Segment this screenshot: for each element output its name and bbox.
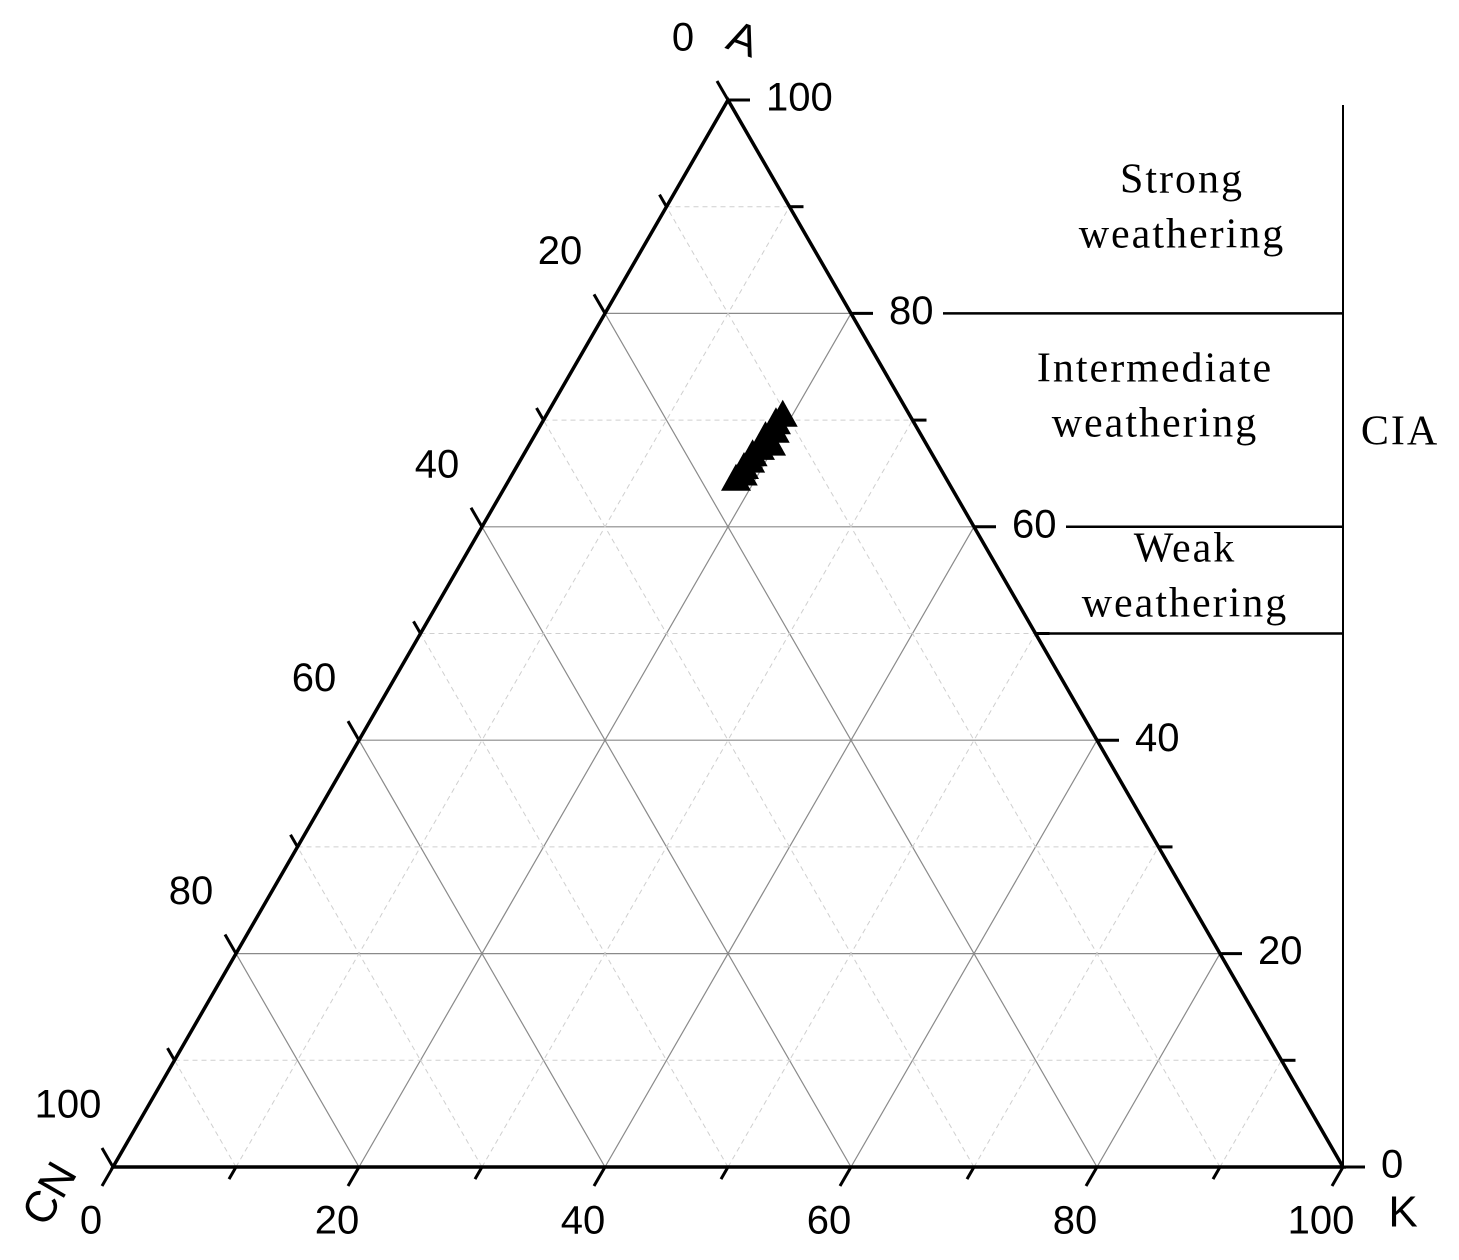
- tick-mark: [592, 1166, 607, 1187]
- k-tick-label: 60: [807, 1199, 852, 1243]
- grid-line: [727, 633, 1036, 1168]
- tick-mark: [658, 193, 668, 208]
- k-tick-label: 100: [1288, 1199, 1355, 1243]
- tick-mark: [838, 1166, 853, 1187]
- tick-mark: [592, 293, 607, 315]
- cn-tick-label: 0: [672, 16, 694, 60]
- tick-mark: [227, 1166, 238, 1180]
- tick-mark: [223, 933, 238, 955]
- a-tick-label: 80: [889, 289, 934, 333]
- cn-tick-label: 20: [538, 229, 583, 273]
- a-tick-label: 40: [1135, 716, 1180, 760]
- grid-line: [358, 739, 606, 1168]
- grid-line: [1219, 1060, 1282, 1168]
- k-tick-label: 80: [1053, 1199, 1098, 1243]
- a-axis-label: A: [721, 11, 766, 67]
- cn-tick-label: 80: [169, 869, 214, 913]
- tick-mark: [166, 1047, 176, 1062]
- a-tick-label: 60: [1012, 502, 1057, 546]
- tick-mark: [1084, 1166, 1099, 1187]
- grid-line: [174, 1060, 237, 1168]
- tick-mark: [1211, 1166, 1222, 1180]
- tick-mark: [1330, 1166, 1345, 1187]
- grid-line: [420, 633, 729, 1168]
- a-tick-label: 100: [766, 76, 833, 120]
- grid-line: [666, 206, 1221, 1168]
- cia-zone-label: weathering: [1052, 401, 1259, 447]
- cia-zone-label: Intermediate: [1037, 346, 1273, 392]
- tick-mark: [412, 620, 422, 635]
- grid-line: [481, 419, 913, 1168]
- a-tick-label: 0: [1381, 1143, 1403, 1187]
- tick-mark: [535, 407, 545, 421]
- cn-tick-label: 40: [415, 442, 460, 486]
- data-point: [720, 463, 751, 491]
- cia-zone-label: Weak: [1134, 526, 1237, 572]
- cn-axis-label: CN: [12, 1154, 86, 1234]
- grid-line: [235, 206, 790, 1168]
- tick-mark: [346, 1166, 361, 1187]
- grid-line: [973, 846, 1159, 1168]
- tick-mark: [715, 80, 730, 101]
- cia-label: CIA: [1361, 409, 1439, 455]
- k-tick-label: 40: [561, 1199, 606, 1243]
- k-tick-label: 0: [80, 1199, 102, 1243]
- tick-mark: [100, 1147, 115, 1168]
- cn-tick-label: 100: [35, 1083, 102, 1127]
- tick-mark: [965, 1166, 976, 1180]
- a-tick-label: 20: [1258, 929, 1303, 973]
- grid-line: [235, 953, 360, 1168]
- tick-mark: [289, 834, 299, 848]
- cn-tick-label: 60: [292, 656, 337, 700]
- tick-mark: [346, 720, 361, 741]
- k-axis-label: K: [1388, 1188, 1417, 1237]
- grid-line: [850, 739, 1098, 1168]
- tick-mark: [719, 1166, 730, 1180]
- tick-mark: [473, 1166, 484, 1180]
- cia-zone-label: weathering: [1082, 581, 1289, 627]
- tick-mark: [469, 506, 484, 528]
- cia-zone-label: Strong: [1120, 157, 1244, 203]
- grid-line: [297, 846, 483, 1168]
- k-tick-label: 20: [315, 1199, 360, 1243]
- tick-mark: [100, 1166, 115, 1187]
- cia-zone-label: weathering: [1079, 212, 1286, 258]
- grid-line: [543, 419, 975, 1168]
